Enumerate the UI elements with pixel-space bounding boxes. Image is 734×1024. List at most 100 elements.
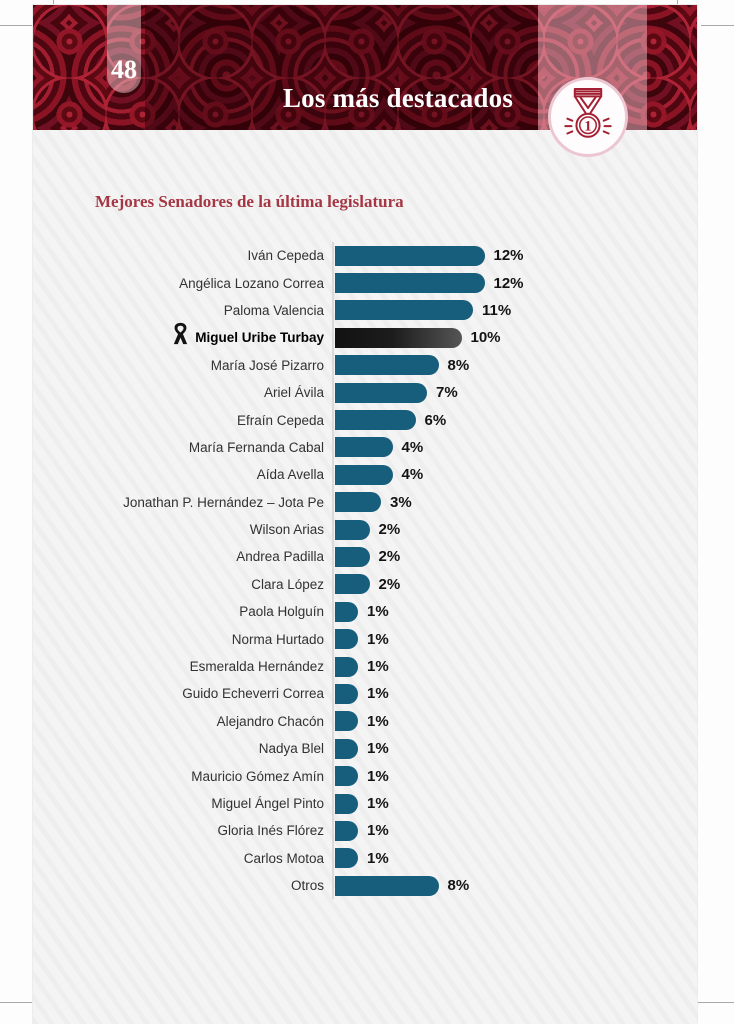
category-label: Iván Cepeda	[33, 248, 332, 263]
page-title: Los más destacados	[282, 83, 514, 113]
category-label-text: Carlos Motoa	[243, 850, 324, 866]
bar-cell: 1%	[332, 735, 697, 763]
bar	[335, 273, 485, 294]
category-label: Norma Hurtado	[33, 632, 332, 647]
value-label: 1%	[367, 795, 389, 812]
category-label-text: Esmeralda Hernández	[189, 659, 324, 675]
chart-row: Miguel Ángel Pinto 1%	[33, 789, 697, 818]
chart-row: Angélica Lozano Correa 12%	[33, 269, 697, 297]
value-label: 1%	[367, 685, 389, 703]
bar	[335, 738, 358, 759]
chart-rows: Iván Cepeda 12% Angélica Lozano Correa 12% P…	[33, 242, 697, 900]
value-label: 4%	[401, 438, 424, 456]
chart-row: Wilson Arias 2%	[33, 515, 697, 544]
bar-cell: 11%	[332, 296, 697, 325]
page-number: 48	[111, 55, 137, 84]
bar	[335, 875, 439, 896]
category-label-text: Paola Holguín	[239, 604, 324, 620]
bar-cell: 2%	[332, 543, 697, 571]
document-page: 48 Los más destacados	[33, 5, 697, 1024]
bar	[335, 355, 439, 376]
category-label-text: Wilson Arias	[249, 522, 324, 538]
category-label-text: Aída Avella	[256, 467, 324, 483]
bar	[335, 382, 427, 403]
category-label: Andrea Padilla	[33, 549, 332, 564]
value-label: 1%	[367, 712, 389, 730]
category-label: Miguel Ángel Pinto	[33, 796, 332, 811]
value-label: 1%	[367, 603, 389, 621]
bar-cell: 1%	[332, 789, 697, 818]
crop-mark	[0, 25, 33, 26]
crop-mark	[688, 1002, 734, 1003]
category-label: Carlos Motoa	[33, 851, 332, 866]
bar	[335, 820, 358, 841]
value-label: 1%	[367, 630, 389, 648]
chart-row: Paloma Valencia 11%	[33, 296, 697, 325]
value-label: 12%	[493, 274, 524, 292]
chart-row: Clara López 2%	[33, 570, 697, 599]
bar-cell: 7%	[332, 378, 697, 407]
category-label-text: Iván Cepeda	[247, 248, 324, 264]
category-label-text: Clara López	[251, 576, 324, 592]
chart-row: Carlos Motoa 1%	[33, 844, 697, 872]
bar-cell: 1%	[332, 652, 697, 681]
bar	[335, 300, 473, 321]
value-label: 8%	[447, 877, 470, 895]
category-label: Ariel Ávila	[33, 385, 332, 400]
category-label: Paola Holguín	[33, 604, 332, 619]
category-label: Guido Echeverri Correa	[33, 686, 332, 701]
category-label: María José Pizarro	[33, 358, 332, 373]
category-label: Mauricio Gómez Amín	[33, 769, 332, 784]
crop-mark	[701, 25, 734, 26]
category-label-text: María Fernanda Cabal	[188, 439, 324, 455]
bar-cell: 1%	[332, 817, 697, 845]
header-banner: 48 Los más destacados	[33, 5, 697, 130]
bar	[335, 848, 358, 869]
bar-cell: 2%	[332, 570, 697, 599]
bar	[335, 766, 358, 787]
bar-cell: 1%	[332, 707, 697, 736]
bar	[335, 683, 358, 704]
value-label: 1%	[367, 822, 389, 840]
category-label-text: Mauricio Gómez Amín	[191, 768, 324, 784]
category-label: Paloma Valencia	[33, 303, 332, 318]
medal-badge: 1	[548, 77, 628, 157]
category-label-text: Otros	[290, 878, 324, 894]
value-label: 3%	[390, 493, 412, 511]
category-label-text: Norma Hurtado	[231, 631, 324, 647]
bar-cell: 1%	[332, 680, 697, 708]
category-label: Wilson Arias	[33, 522, 332, 537]
category-label: Angélica Lozano Correa	[33, 276, 332, 291]
category-label-text: Alejandro Chacón	[216, 713, 324, 729]
mourning-ribbon-icon	[174, 323, 188, 345]
crop-mark	[0, 1002, 45, 1003]
chart-row: Ariel Ávila 7%	[33, 378, 697, 407]
bar	[335, 656, 358, 677]
category-label-text: Gloria Inés Flórez	[217, 823, 324, 839]
chart-row: Esmeralda Hernández 1%	[33, 652, 697, 681]
bar	[335, 629, 358, 650]
page-number-tab: 48	[107, 5, 141, 93]
value-label: 12%	[493, 247, 524, 265]
chart-row: Efraín Cepeda 6%	[33, 406, 697, 434]
chart-row: Mauricio Gómez Amín 1%	[33, 762, 697, 790]
chart-row: Gloria Inés Flórez 1%	[33, 817, 697, 845]
value-label: 1%	[367, 767, 389, 785]
chart-title: Mejores Senadores de la última legislatu…	[95, 192, 404, 211]
category-label: Efraín Cepeda	[33, 413, 332, 428]
value-label: 8%	[447, 356, 470, 374]
bar-cell: 4%	[332, 433, 697, 462]
value-label: 2%	[378, 521, 401, 539]
bar	[335, 492, 381, 513]
chart-row: Otros 8%	[33, 871, 697, 900]
chart-row: Andrea Padilla 2%	[33, 543, 697, 571]
category-label: Jonathan P. Hernández – Jota Pe	[33, 495, 332, 510]
category-label: Alejandro Chacón	[33, 714, 332, 729]
category-label: Aída Avella	[33, 467, 332, 482]
category-label: Esmeralda Hernández	[33, 659, 332, 674]
category-label-text: Andrea Padilla	[236, 549, 324, 565]
chart-row: Miguel Uribe Turbay 10%	[33, 323, 697, 352]
category-label-text: Nadya Blel	[258, 741, 324, 757]
value-label: 4%	[401, 466, 424, 484]
first-place-medal-icon: 1	[564, 87, 612, 138]
